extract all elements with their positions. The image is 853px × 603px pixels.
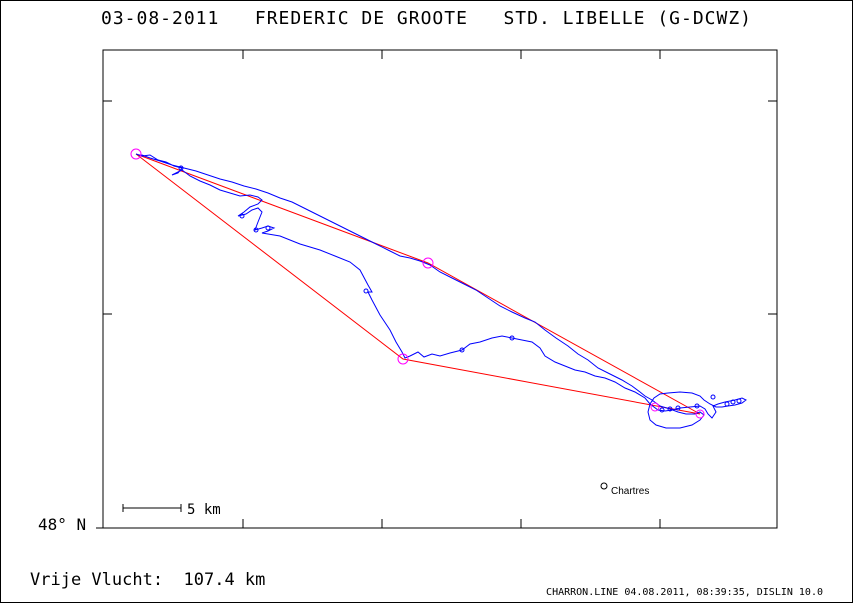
turnpoints (130, 148, 705, 419)
turnpoint-start (130, 148, 142, 160)
turnpoint-2 (695, 409, 705, 419)
map-frame (102, 49, 778, 529)
flight-track (135, 153, 747, 429)
task-route (135, 153, 701, 415)
flight-distance: Vrije Vlucht: 107.4 km (30, 570, 266, 590)
scale-bar-label: 5 km (187, 502, 221, 518)
map-ticks (96, 50, 777, 529)
flight-title: 03-08-2011 FREDERIC DE GROOTE STD. LIBEL… (100, 8, 753, 29)
town-marker (600, 482, 608, 490)
turnpoint-4 (650, 402, 660, 412)
latitude-label: 48° N (38, 515, 87, 534)
footer-info: CHARRON.LINE 04.08.2011, 08:39:35, DISLI… (546, 587, 823, 598)
turnpoint-1 (422, 257, 434, 269)
town-label: Chartres (611, 486, 649, 497)
turnpoint-3 (397, 353, 409, 365)
scale-bar (122, 504, 182, 512)
track-fix-markers (178, 165, 742, 413)
